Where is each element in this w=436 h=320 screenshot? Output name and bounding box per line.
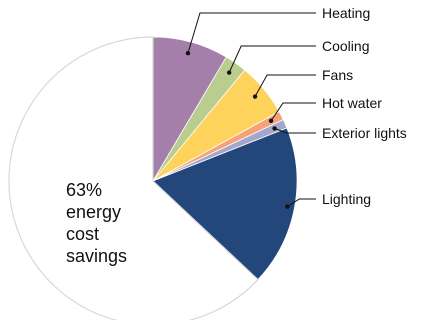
savings-label-line-2: energy xyxy=(66,202,121,222)
label-hot-water: Hot water xyxy=(322,95,382,111)
label-exterior-lights: Exterior lights xyxy=(322,125,407,141)
leader-line-cooling xyxy=(228,45,316,73)
label-fans: Fans xyxy=(322,67,353,83)
leader-dot-exterior-lights xyxy=(272,126,277,131)
savings-label-line-1: 63% xyxy=(66,180,102,200)
label-cooling: Cooling xyxy=(322,38,369,54)
savings-label-line-4: savings xyxy=(66,246,127,266)
leader-line-exterior-lights xyxy=(274,127,316,134)
slice-savings xyxy=(8,36,259,320)
leader-line-hot-water xyxy=(270,102,316,122)
leader-line-fans xyxy=(254,74,316,97)
savings-label-line-3: cost xyxy=(66,224,99,244)
pie-slices xyxy=(8,36,298,320)
savings-label: 63% energy cost savings xyxy=(66,180,127,266)
leader-line-lighting xyxy=(287,198,316,208)
leader-lines xyxy=(185,12,316,209)
slice-lighting xyxy=(152,127,298,281)
slice-labels: Heating Cooling Fans Hot water Exterior ligh… xyxy=(322,5,407,207)
label-heating: Heating xyxy=(322,5,370,21)
label-lighting: Lighting xyxy=(322,191,371,207)
leader-line-heating xyxy=(187,12,316,54)
